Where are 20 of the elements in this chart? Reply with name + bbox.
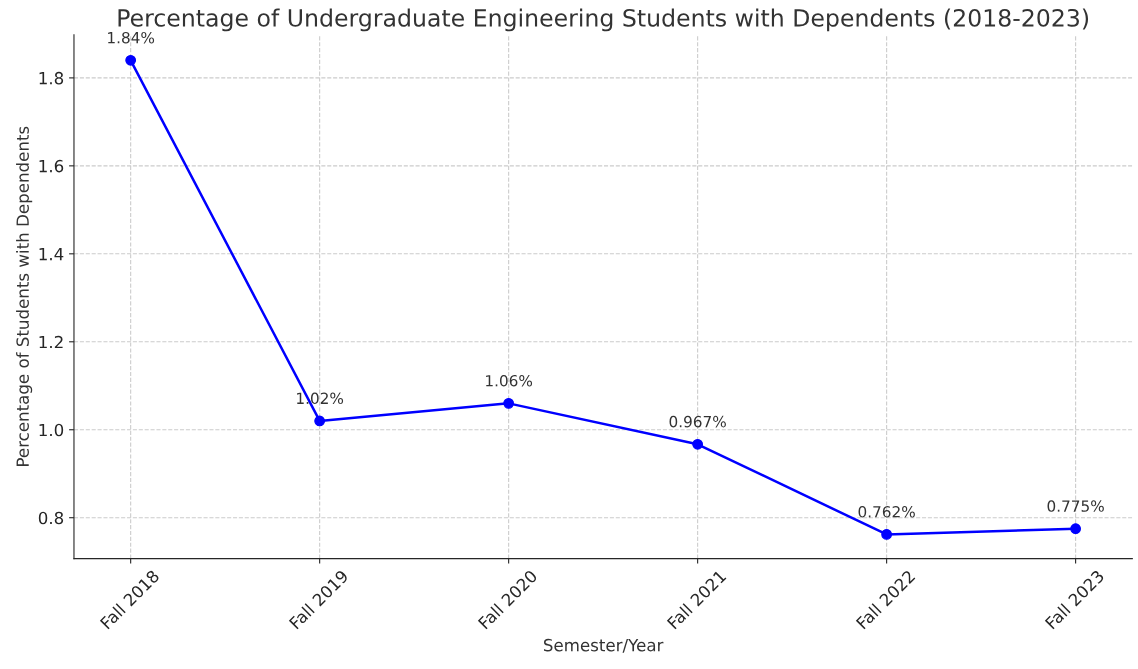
data-label: 0.775% xyxy=(1047,500,1104,512)
chart-title: Percentage of Undergraduate Engineering Students with Dependents (2018-2023) xyxy=(118,8,1089,32)
point xyxy=(692,438,704,450)
data-label: 0.967% xyxy=(669,415,726,428)
y-tick-label: 0.8 xyxy=(38,511,64,525)
point xyxy=(881,529,892,540)
data-label: 1.84% xyxy=(108,31,155,44)
y-tick-label: 1.0 xyxy=(39,423,64,437)
data-label: 0.762% xyxy=(858,506,915,518)
data-label: 1.06% xyxy=(486,374,533,387)
y-tick-label: 1.4 xyxy=(39,248,64,261)
y-axis-title: Percentage of Students with Dependents xyxy=(16,126,33,466)
point xyxy=(503,397,515,409)
x-axis-title: Semester/Year xyxy=(543,638,664,653)
point xyxy=(314,415,326,427)
y-tick-label: 1.2 xyxy=(39,335,63,349)
point xyxy=(125,54,137,66)
y-tick-label: 1.6 xyxy=(39,159,64,173)
point xyxy=(1070,523,1081,535)
y-tick-label: 1.8 xyxy=(39,71,64,85)
